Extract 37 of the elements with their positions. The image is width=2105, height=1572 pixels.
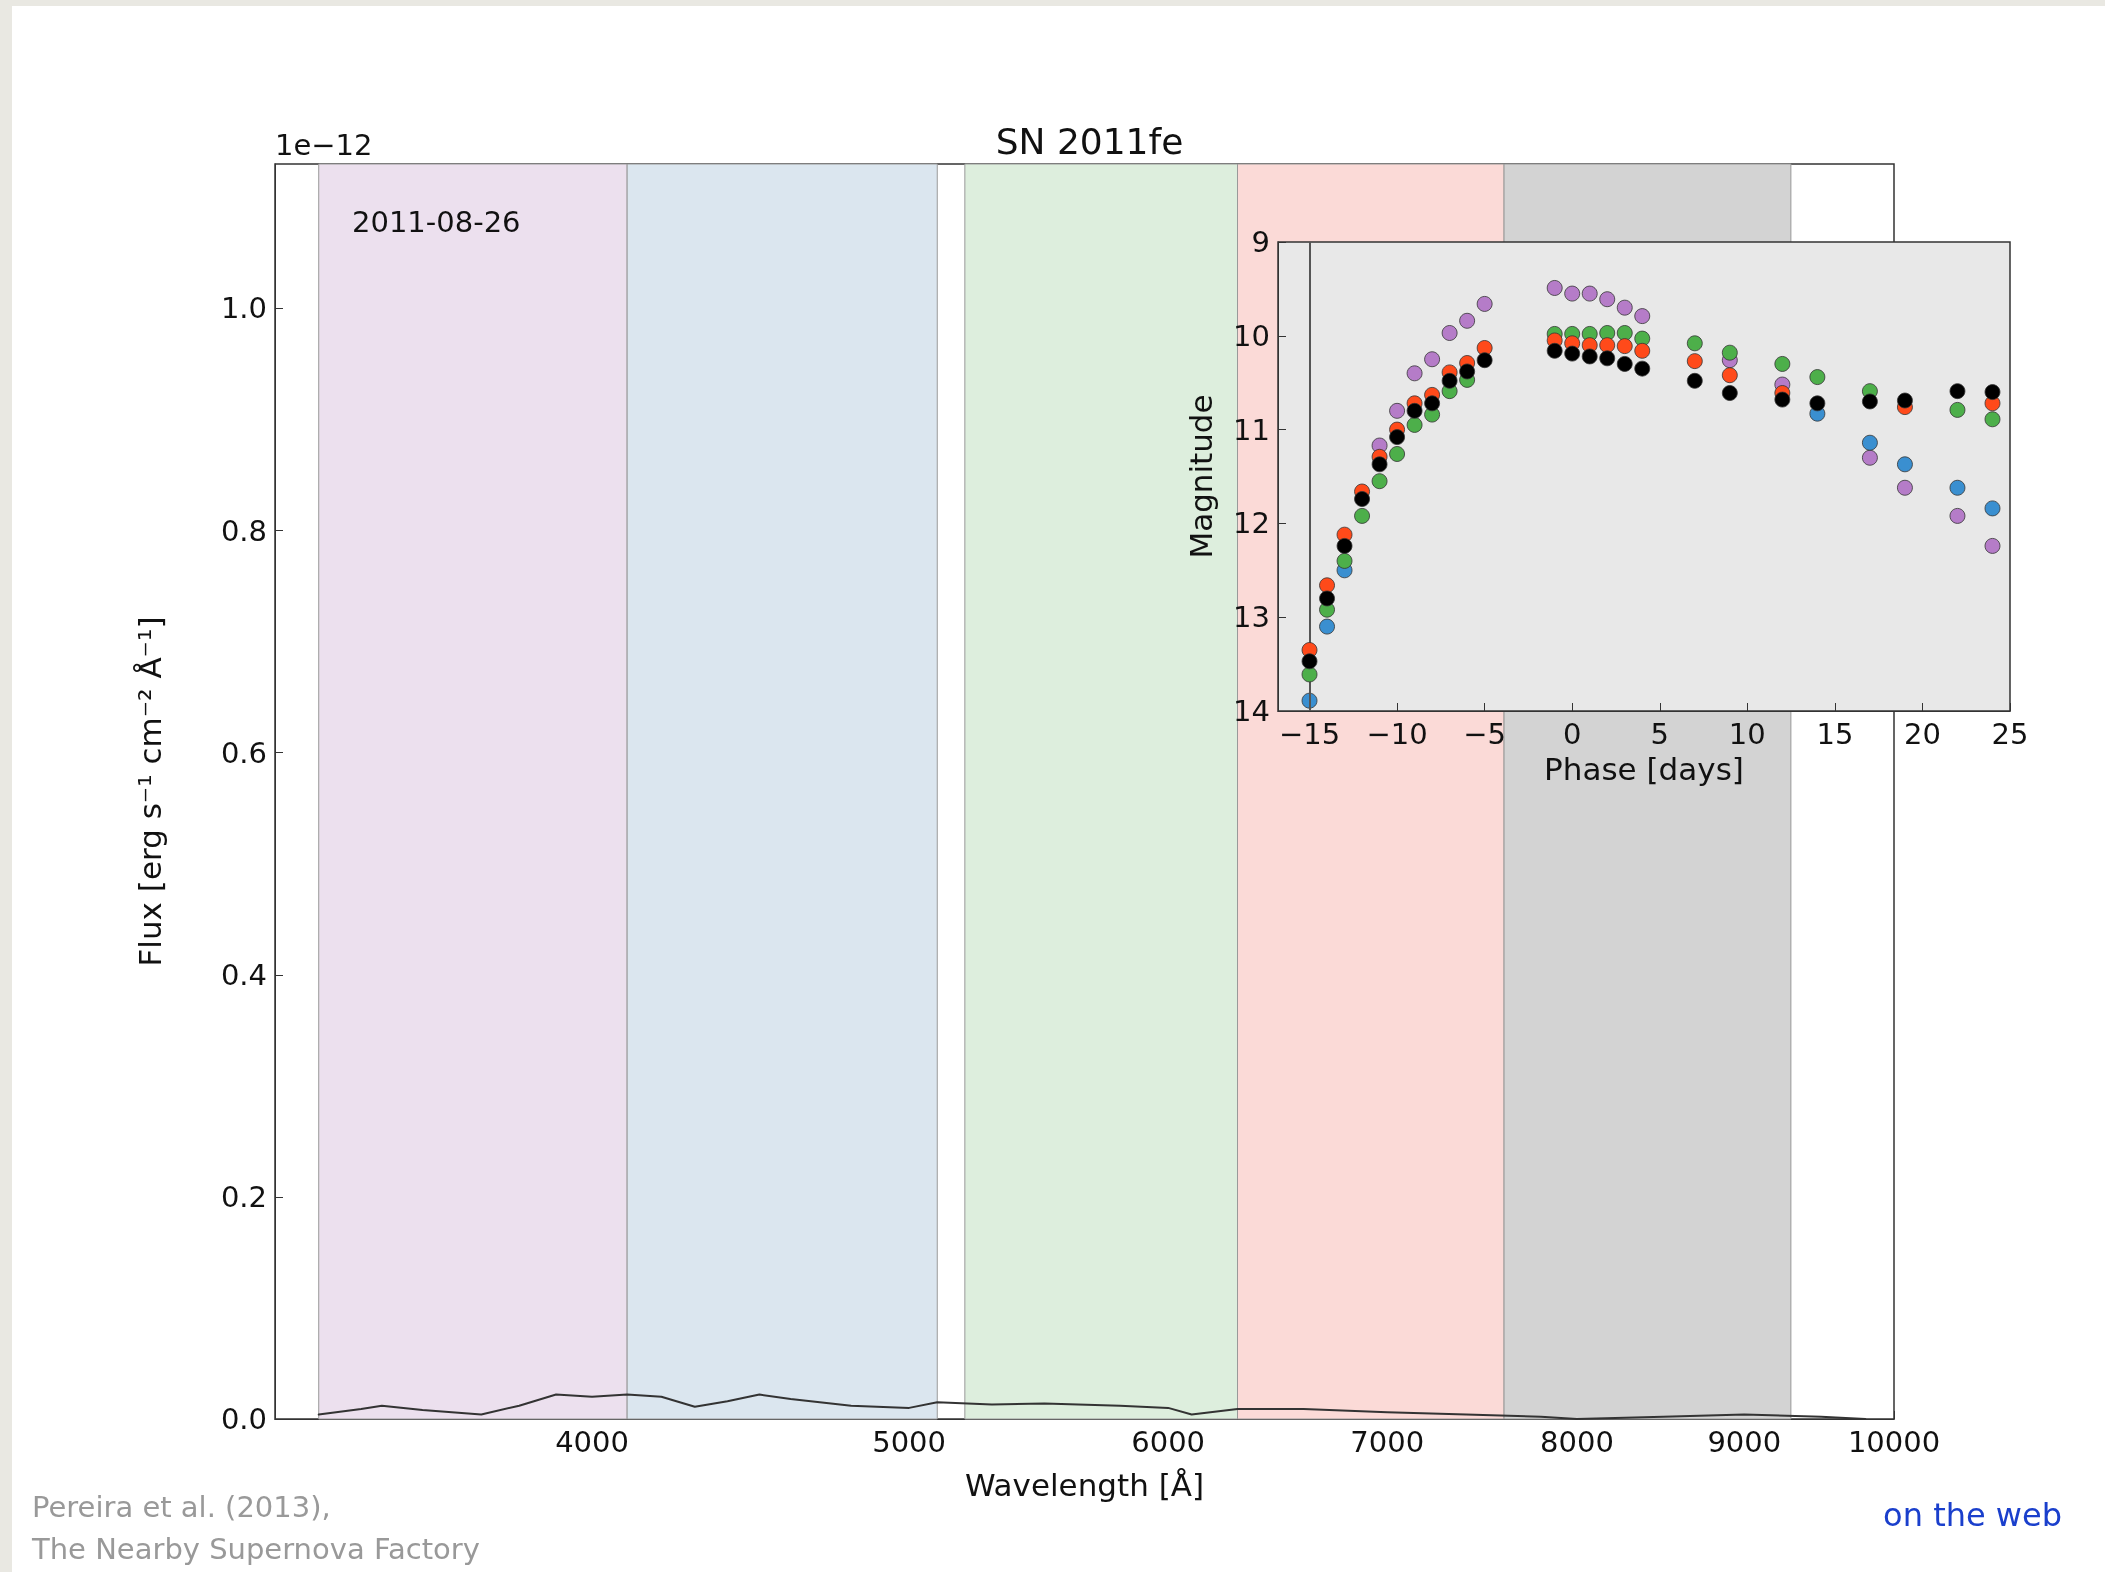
x-tick-label: 10000: [1847, 1424, 1941, 1459]
x-tick-label: 25: [1991, 716, 2029, 751]
x-tick-label: 10: [1728, 716, 1766, 751]
x-tick-label: 5000: [872, 1424, 947, 1459]
y-tick-label: 13: [1233, 600, 1270, 635]
y-tick-label: 0.2: [220, 1179, 267, 1214]
y-tick-label: 1.0: [220, 291, 267, 326]
annotation: 2011-08-26: [352, 205, 521, 240]
y-tick-label: 12: [1233, 506, 1270, 541]
x-axis-title: Wavelength [Å]: [964, 1466, 1205, 1503]
x-tick-label: 6000: [1131, 1424, 1206, 1459]
x-tick-label: −10: [1366, 716, 1428, 751]
text: 1e−12: [275, 128, 373, 163]
x-tick-label: 20: [1903, 716, 1941, 751]
text: Pereira et al. (2013), The Nearby Supernova Factory: [31, 1490, 480, 1567]
y-tick-label: 0.0: [220, 1402, 267, 1436]
y-tick-label: 9: [1251, 225, 1270, 259]
x-tick-label: −15: [1278, 716, 1341, 751]
y-axis-title: Magnitude: [1182, 394, 1219, 559]
y-tick-label: 0.6: [220, 735, 267, 770]
x-tick-label: 5: [1650, 716, 1669, 751]
x-tick-label: 8000: [1540, 1424, 1614, 1459]
x-tick-label: −5: [1463, 716, 1507, 751]
x-axis-title: Phase [days]: [1544, 750, 1744, 787]
y-tick-label: 11: [1233, 412, 1270, 447]
y-tick-label: 10: [1233, 318, 1270, 353]
text: on the web: [1883, 1496, 2062, 1535]
x-tick-label: 15: [1816, 716, 1854, 751]
x-tick-label: 7000: [1350, 1424, 1425, 1459]
x-tick-label: 4000: [555, 1424, 629, 1459]
y-tick-label: 0.8: [220, 513, 267, 548]
y-axis-title: Flux [erg s⁻¹ cm⁻² Å⁻¹]: [131, 616, 168, 967]
x-tick-label: 9000: [1707, 1424, 1782, 1459]
chart-title: SN 2011fe: [995, 120, 1184, 162]
y-tick-label: 14: [1233, 694, 1270, 728]
y-tick-label: 0.4: [220, 957, 267, 992]
x-tick-label: 0: [1562, 716, 1582, 751]
